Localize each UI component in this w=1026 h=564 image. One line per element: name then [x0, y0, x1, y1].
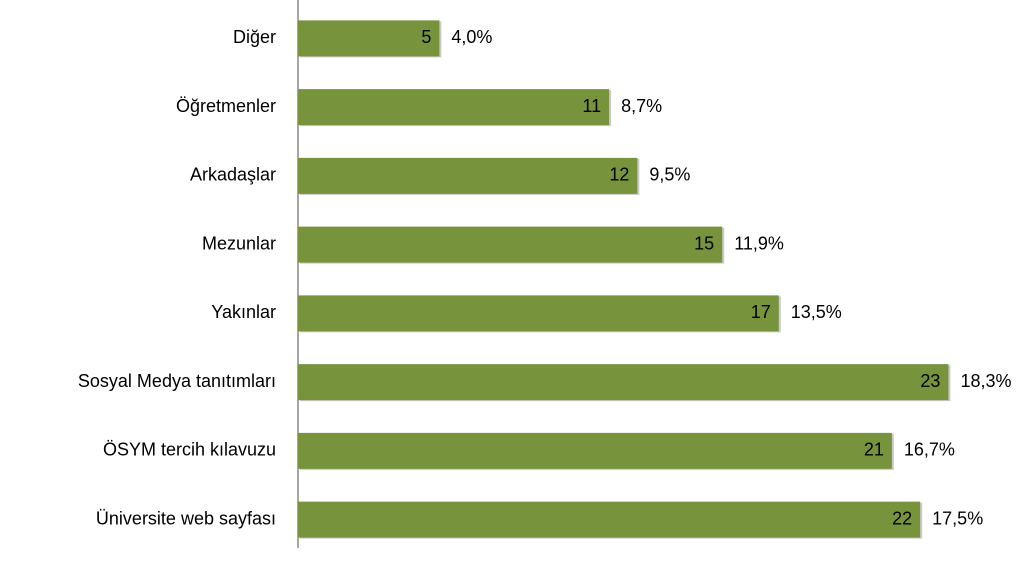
value-label: 17: [751, 302, 771, 322]
share-label: 16,7%: [904, 440, 955, 460]
value-label: 21: [864, 440, 884, 460]
category-label: Yakınlar: [211, 302, 276, 322]
share-label: 17,5%: [932, 508, 983, 528]
share-label: 18,3%: [960, 371, 1011, 391]
category-label: Arkadaşlar: [190, 165, 276, 185]
bar: [298, 226, 723, 263]
bar: [298, 89, 610, 126]
value-label: 15: [694, 233, 714, 253]
category-label: Sosyal Medya tanıtımları: [78, 371, 276, 391]
value-label: 11: [582, 96, 601, 116]
share-label: 8,7%: [621, 96, 662, 116]
bar: [298, 20, 440, 57]
share-label: 9,5%: [649, 165, 690, 185]
value-label: 22: [892, 508, 912, 528]
share-label: 13,5%: [791, 302, 842, 322]
bar: [298, 157, 638, 194]
bar: [298, 501, 921, 538]
share-label: 4,0%: [451, 27, 492, 47]
category-label: Üniversite web sayfası: [96, 508, 276, 528]
bar: [298, 364, 949, 401]
category-label: ÖSYM tercih kılavuzu: [103, 440, 276, 460]
category-label: Mezunlar: [202, 233, 276, 253]
value-label: 5: [421, 27, 431, 47]
value-label: 23: [920, 371, 940, 391]
share-label: 11,9%: [734, 233, 784, 253]
category-label: Öğretmenler: [176, 96, 276, 116]
value-label: 12: [609, 165, 629, 185]
bar: [298, 295, 779, 332]
bar: [298, 432, 892, 469]
category-label: Diğer: [233, 27, 276, 47]
